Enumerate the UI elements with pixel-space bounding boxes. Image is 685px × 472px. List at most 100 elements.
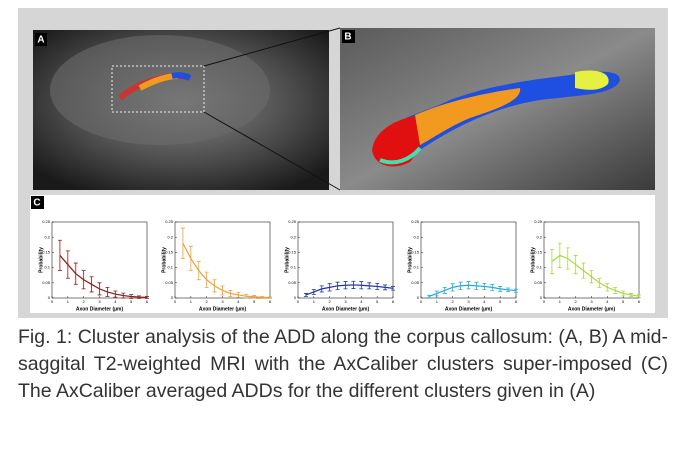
y-tick-label: 0.05 — [288, 280, 297, 285]
x-tick-label: 4 — [606, 299, 609, 304]
error-bar — [228, 290, 233, 297]
x-tick-label: 1 — [559, 299, 562, 304]
y-tick-label: 0 — [540, 295, 543, 300]
error-bar — [565, 247, 570, 270]
error-bar — [73, 262, 78, 285]
y-tick-label: 0.2 — [44, 234, 50, 239]
x-tick-label: 0 — [297, 299, 300, 304]
error-bar — [260, 296, 265, 299]
x-tick-label: 5 — [499, 299, 502, 304]
cluster-overlay — [171, 72, 192, 81]
x-tick-label: 1 — [67, 299, 70, 304]
brain-shape — [50, 35, 270, 145]
y-tick-label: 0.1 — [536, 265, 542, 270]
y-tick-label: 0.25 — [534, 219, 543, 224]
zoom-line — [203, 27, 341, 67]
error-bar — [383, 284, 388, 291]
curve — [305, 284, 394, 296]
x-tick-label: 6 — [515, 299, 518, 304]
y-tick-label: 0.05 — [534, 280, 543, 285]
x-tick-label: 3 — [98, 299, 101, 304]
error-bar — [268, 296, 272, 299]
y-tick-label: 0 — [417, 295, 420, 300]
y-axis-label: Probability — [530, 247, 536, 273]
error-bar — [303, 293, 308, 297]
y-tick-label: 0.2 — [290, 234, 296, 239]
error-bar — [581, 262, 586, 279]
error-bar — [490, 283, 495, 291]
y-tick-label: 0.1 — [413, 265, 419, 270]
y-tick-label: 0.15 — [534, 249, 543, 254]
y-tick-label: 0.25 — [42, 219, 51, 224]
error-bar — [589, 270, 594, 284]
y-tick-label: 0.1 — [44, 265, 50, 270]
cluster-yellow — [575, 70, 609, 90]
error-bar — [236, 292, 241, 298]
x-tick-label: 1 — [436, 299, 439, 304]
panel-c-background — [30, 195, 655, 313]
label-box — [35, 33, 47, 46]
y-tick-label: 0.2 — [536, 234, 542, 239]
x-tick-label: 2 — [329, 299, 332, 304]
y-tick-label: 0.1 — [290, 265, 296, 270]
x-tick-label: 0 — [174, 299, 177, 304]
error-bar — [573, 255, 578, 275]
error-bar — [121, 292, 126, 299]
error-bar — [188, 245, 193, 272]
y-tick-label: 0 — [294, 295, 297, 300]
y-tick-label: 0.25 — [288, 219, 297, 224]
error-bar — [629, 293, 634, 297]
error-bar — [359, 281, 364, 290]
error-bar — [220, 285, 225, 296]
error-bar — [97, 282, 102, 296]
error-bar — [621, 290, 626, 297]
error-bar — [327, 283, 332, 292]
x-tick-label: 6 — [392, 299, 395, 304]
error-bar — [557, 242, 562, 268]
error-bar — [597, 277, 602, 288]
x-tick-label: 5 — [253, 299, 256, 304]
x-tick-label: 5 — [376, 299, 379, 304]
error-bar — [482, 283, 487, 290]
label-box — [31, 196, 44, 209]
error-bar — [105, 286, 110, 297]
panel-label: B — [344, 32, 351, 43]
cluster-red — [372, 115, 425, 167]
x-tick-label: 3 — [590, 299, 593, 304]
x-tick-label: 1 — [313, 299, 316, 304]
error-bar — [474, 281, 479, 290]
cluster-cyan — [379, 146, 422, 165]
y-axis-label: Probability — [284, 247, 290, 273]
x-tick-label: 6 — [638, 299, 641, 304]
y-tick-label: 0.05 — [42, 280, 51, 285]
x-tick-label: 2 — [206, 299, 209, 304]
error-bar — [252, 295, 257, 299]
y-tick-label: 0.15 — [288, 249, 297, 254]
x-axis-label: Axon Diameter (µm) — [199, 306, 247, 312]
y-tick-label: 0.15 — [165, 249, 174, 254]
x-axis-label: Axon Diameter (µm) — [568, 306, 616, 312]
error-bar — [375, 283, 380, 290]
y-tick-label: 0.25 — [165, 219, 174, 224]
panel-label: C — [33, 198, 40, 209]
cluster-blue — [375, 71, 620, 164]
x-tick-label: 5 — [622, 299, 625, 304]
curve — [59, 255, 148, 298]
error-bar — [613, 286, 618, 294]
error-bar — [311, 289, 316, 295]
error-bar — [637, 294, 641, 298]
x-tick-label: 2 — [575, 299, 578, 304]
error-bar — [506, 287, 511, 293]
x-tick-label: 3 — [344, 299, 347, 304]
error-bar — [442, 286, 447, 294]
error-bar — [450, 283, 455, 292]
error-bar — [65, 250, 70, 279]
x-tick-label: 0 — [420, 299, 423, 304]
error-bar — [458, 281, 463, 290]
error-bar — [89, 276, 94, 293]
error-bar — [391, 286, 395, 291]
error-bar — [343, 281, 348, 290]
y-tick-label: 0.1 — [167, 265, 173, 270]
caption: Fig. 1: Cluster analysis of the ADD alon… — [18, 326, 668, 402]
curve — [182, 243, 271, 299]
